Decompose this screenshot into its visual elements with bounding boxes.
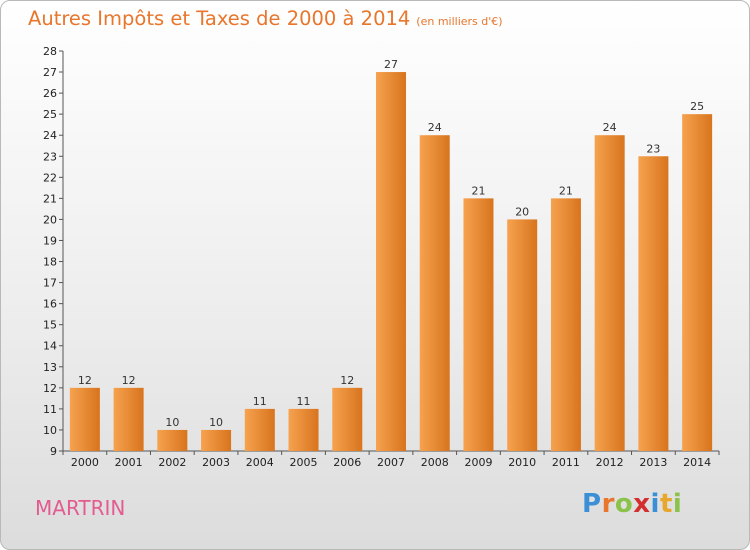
y-tick-label: 27 bbox=[43, 66, 57, 79]
x-tick-label-2001: 2001 bbox=[115, 456, 143, 469]
logo-letter: x bbox=[633, 489, 651, 519]
bar-2003 bbox=[201, 429, 232, 451]
logo-letter: P bbox=[582, 489, 602, 519]
y-tick-label: 18 bbox=[43, 256, 57, 269]
x-tick-label-2003: 2003 bbox=[202, 456, 230, 469]
y-tick-label: 25 bbox=[43, 108, 57, 121]
y-tick-label: 19 bbox=[43, 234, 57, 247]
data-label-2004: 11 bbox=[253, 395, 267, 408]
chart-title-text: Autres Impôts et Taxes de 2000 à 2014 bbox=[28, 7, 411, 30]
bar-2013 bbox=[638, 156, 669, 451]
x-tick-label-2012: 2012 bbox=[596, 456, 624, 469]
bar-2009 bbox=[463, 198, 494, 451]
bar-2005 bbox=[288, 408, 319, 451]
x-tick-label-2014: 2014 bbox=[683, 456, 711, 469]
data-label-2003: 10 bbox=[209, 416, 223, 429]
x-tick-label-2002: 2002 bbox=[158, 456, 186, 469]
x-tick-label-2010: 2010 bbox=[508, 456, 536, 469]
y-tick-label: 24 bbox=[43, 129, 57, 142]
x-tick-label-2013: 2013 bbox=[639, 456, 667, 469]
chart-unit: (en milliers d'€) bbox=[416, 15, 503, 28]
x-tick-label-2005: 2005 bbox=[290, 456, 318, 469]
logo-letter: r bbox=[601, 489, 615, 519]
bar-2001 bbox=[113, 387, 144, 451]
logo-letter: t bbox=[659, 489, 673, 519]
proxiti-logo: Proxiti bbox=[582, 489, 682, 519]
bar-2012 bbox=[594, 135, 625, 452]
data-label-2014: 25 bbox=[690, 100, 704, 113]
data-label-2012: 24 bbox=[603, 121, 617, 134]
y-tick-label: 13 bbox=[43, 361, 57, 374]
data-label-2002: 10 bbox=[165, 416, 179, 429]
x-tick-label-2009: 2009 bbox=[464, 456, 492, 469]
bar-2011 bbox=[550, 198, 581, 451]
y-tick-label: 9 bbox=[50, 445, 57, 458]
x-tick-label-2004: 2004 bbox=[246, 456, 274, 469]
data-label-2009: 21 bbox=[471, 184, 485, 197]
bar-2004 bbox=[244, 408, 275, 451]
y-tick-label: 26 bbox=[43, 87, 57, 100]
bar-2000 bbox=[69, 387, 100, 451]
data-label-2010: 20 bbox=[515, 205, 529, 218]
logo-letter: o bbox=[614, 489, 634, 519]
data-label-2001: 12 bbox=[122, 374, 136, 387]
x-tick-label-2011: 2011 bbox=[552, 456, 580, 469]
y-tick-label: 20 bbox=[43, 213, 57, 226]
y-tick-label: 12 bbox=[43, 382, 57, 395]
data-label-2008: 24 bbox=[428, 121, 442, 134]
bar-2007 bbox=[376, 72, 406, 451]
bar-2006 bbox=[332, 387, 363, 451]
bar-2014 bbox=[682, 114, 713, 451]
y-tick-label: 23 bbox=[43, 150, 57, 163]
data-label-2013: 23 bbox=[646, 142, 660, 155]
logo-letter: i bbox=[650, 489, 660, 519]
data-label-2005: 11 bbox=[297, 395, 311, 408]
y-tick-label: 15 bbox=[43, 319, 57, 332]
y-tick-label: 21 bbox=[43, 192, 57, 205]
x-tick-label-2000: 2000 bbox=[71, 456, 99, 469]
commune-name: MARTRIN bbox=[35, 496, 126, 520]
y-tick-label: 17 bbox=[43, 277, 57, 290]
y-tick-label: 16 bbox=[43, 298, 57, 311]
bar-2010 bbox=[507, 219, 538, 451]
data-label-2011: 21 bbox=[559, 184, 573, 197]
data-label-2007: 27 bbox=[384, 58, 398, 71]
y-tick-label: 22 bbox=[43, 171, 57, 184]
y-tick-label: 10 bbox=[43, 424, 57, 437]
data-label-2000: 12 bbox=[78, 374, 92, 387]
bar-2008 bbox=[419, 135, 450, 452]
x-tick-label-2006: 2006 bbox=[333, 456, 361, 469]
x-tick-label-2007: 2007 bbox=[377, 456, 405, 469]
bar-2002 bbox=[157, 429, 188, 451]
y-tick-label: 28 bbox=[43, 45, 57, 58]
y-tick-label: 14 bbox=[43, 340, 57, 353]
x-tick-label-2008: 2008 bbox=[421, 456, 449, 469]
y-tick-label: 11 bbox=[43, 403, 57, 416]
logo-letter: i bbox=[672, 489, 683, 519]
data-label-2006: 12 bbox=[340, 374, 354, 387]
chart-title: Autres Impôts et Taxes de 2000 à 2014 (en… bbox=[28, 7, 503, 30]
